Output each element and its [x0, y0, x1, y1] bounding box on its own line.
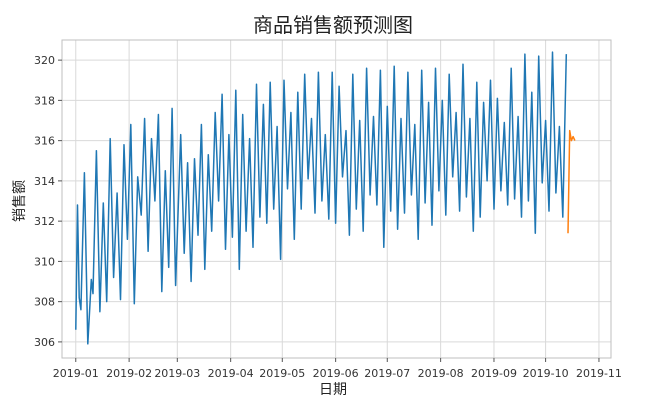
series-layer	[75, 51, 576, 345]
x-tick-label: 2019-06	[313, 367, 359, 380]
plot-frame	[61, 39, 612, 359]
x-tick-label: 2019-10	[523, 367, 569, 380]
x-axis-label: 日期	[319, 382, 347, 398]
x-tick-label: 2019-11	[576, 367, 622, 380]
y-tick-label: 312	[34, 215, 55, 228]
y-tick-label: 310	[34, 255, 55, 268]
x-tick-label: 2019-04	[208, 367, 254, 380]
y-tick-label: 320	[34, 54, 55, 67]
chart-title: 商品销售额预测图	[253, 13, 413, 37]
y-tick-label: 314	[34, 175, 55, 188]
x-tick-label: 2019-07	[364, 367, 410, 380]
y-axis-ticks: 306 308 310 312 314 316 318 320	[34, 54, 62, 349]
y-tick-label: 308	[34, 296, 55, 309]
grid	[62, 40, 611, 358]
x-tick-label: 2019-05	[259, 367, 305, 380]
y-tick-label: 318	[34, 94, 55, 107]
x-tick-label: 2019-09	[471, 367, 517, 380]
y-axis-label: 销售额	[12, 180, 28, 222]
x-tick-label: 2019-08	[418, 367, 464, 380]
y-tick-label: 316	[34, 135, 55, 148]
series-line-actual	[75, 51, 568, 345]
series-line-forecast	[567, 129, 576, 234]
y-tick-label: 306	[34, 336, 55, 349]
x-tick-label: 2019-03	[154, 367, 200, 380]
x-tick-label: 2019-01	[53, 367, 99, 380]
x-tick-label: 2019-02	[106, 367, 152, 380]
x-axis-ticks: 2019-01 2019-02 2019-03 2019-04 2019-05 2019-…	[53, 358, 622, 380]
